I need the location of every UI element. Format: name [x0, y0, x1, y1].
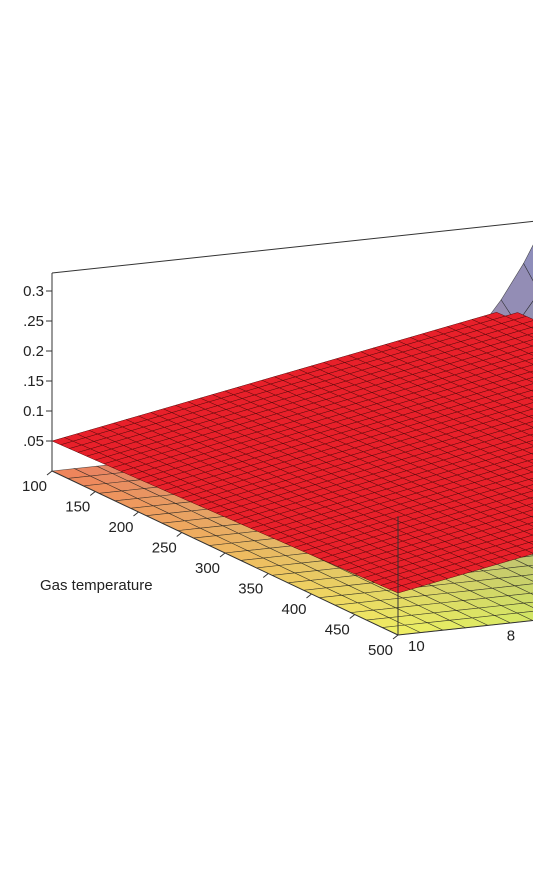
x-tick-label: 500 [368, 642, 393, 659]
plane-cell [526, 333, 533, 338]
plane-cell [526, 459, 533, 464]
x-tick-label: 350 [238, 581, 263, 598]
x-tick-label: 250 [152, 540, 177, 557]
z-tick-label: 0.2 [23, 343, 44, 360]
x-tick-label: 200 [109, 519, 134, 536]
x-tick [46, 470, 53, 476]
x-tick [133, 511, 139, 517]
y-tick-label: 10 [408, 638, 425, 655]
z-tick-label: 0.3 [23, 283, 44, 300]
x-tick [306, 593, 312, 599]
x-tick [392, 634, 399, 640]
x-tick [349, 614, 356, 619]
plane-cell [528, 351, 533, 356]
z-tick-label: .05 [23, 433, 44, 450]
plane-cell [528, 414, 533, 419]
red-plane-surface [51, 312, 533, 594]
x-tick-label: 400 [282, 601, 307, 618]
axis-ticks: 100 150 200 250 300 350 400 450 500 .05 0.1 .15 0.2.… [22, 283, 515, 659]
x-tick-label: 300 [195, 560, 220, 577]
x-tick [176, 532, 183, 537]
z-tick-label: .15 [23, 373, 44, 390]
x-tick-label: 450 [325, 622, 350, 639]
x-tick [219, 552, 226, 558]
surface-cell [523, 244, 533, 282]
z-tick-label: .25 [23, 313, 44, 330]
x-tick [89, 491, 96, 496]
plane-cell [526, 522, 533, 527]
plane-cell [526, 396, 533, 401]
x-tick-label: 100 [22, 478, 47, 495]
x-tick [262, 573, 269, 578]
z-tick-label: 0.1 [23, 403, 44, 420]
box-edge [51, 220, 533, 274]
x-axis-label: Gas temperature [40, 577, 153, 594]
plane-cell [528, 478, 533, 482]
box-edge [397, 620, 533, 636]
y-tick-label: 8 [507, 627, 515, 644]
plane-cell [528, 541, 533, 545]
x-tick-label: 150 [65, 499, 90, 516]
